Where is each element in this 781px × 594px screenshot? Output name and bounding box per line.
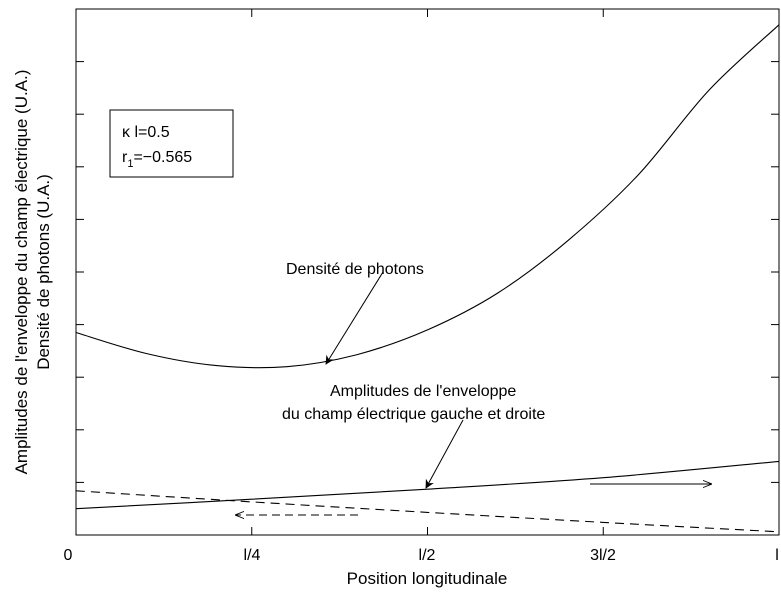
y-axis-label-line1: Amplitudes de l'enveloppe du champ élect…: [12, 70, 31, 475]
annotation-photon-density-arrow: [325, 271, 384, 365]
annotation-field-line1: Amplitudes de l'enveloppe: [330, 383, 516, 400]
x-tick-label-1: l/4: [244, 547, 261, 564]
series-group: [75, 24, 780, 533]
y-axis-label-line2: Densité de photons (U.A.): [34, 174, 53, 370]
legend-kappa-value: l=0.5: [130, 124, 170, 141]
annotation-field-line2: du champ électrique gauche et droite: [282, 406, 545, 423]
annotation-photon-density: Densité de photons: [286, 261, 424, 278]
x-tick-label-4: l: [775, 547, 779, 564]
axis-ticks: [75, 8, 780, 536]
x-tick-label-2: l/2: [419, 547, 436, 564]
legend-r1-value: =−0.565: [133, 149, 192, 166]
legend-r: r: [122, 149, 128, 166]
kappa-symbol: κ: [122, 124, 131, 141]
series-photon-density-line: [75, 24, 780, 369]
x-tick-labels: 0 l/4 l/2 3l/2 l: [64, 547, 779, 564]
series-field-left-line: [75, 490, 780, 533]
legend-r-subscript: 1: [127, 158, 133, 170]
x-tick-label-0: 0: [64, 547, 73, 564]
legend-line-r1: r1=−0.565: [122, 149, 192, 170]
legend-line-kappa: κ l=0.5: [122, 124, 170, 141]
legend-box: [109, 109, 234, 178]
x-axis-label: Position longitudinale: [347, 569, 508, 588]
plot-frame: [75, 8, 780, 536]
x-tick-label-3: 3l/2: [590, 547, 616, 564]
annotation-field-arrow: [425, 419, 464, 489]
series-field-right-line: [75, 460, 780, 510]
annotations: Densité de photons Amplitudes de l'envel…: [236, 261, 711, 515]
legend: κ l=0.5 r1=−0.565: [109, 109, 234, 178]
